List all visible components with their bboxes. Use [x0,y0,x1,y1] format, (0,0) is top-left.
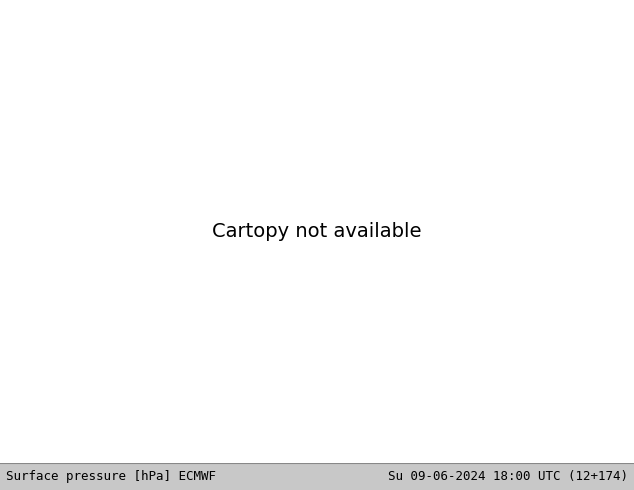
Text: Cartopy not available: Cartopy not available [212,222,422,241]
Text: Surface pressure [hPa] ECMWF: Surface pressure [hPa] ECMWF [6,470,216,483]
Text: Su 09-06-2024 18:00 UTC (12+174): Su 09-06-2024 18:00 UTC (12+174) [387,470,628,483]
